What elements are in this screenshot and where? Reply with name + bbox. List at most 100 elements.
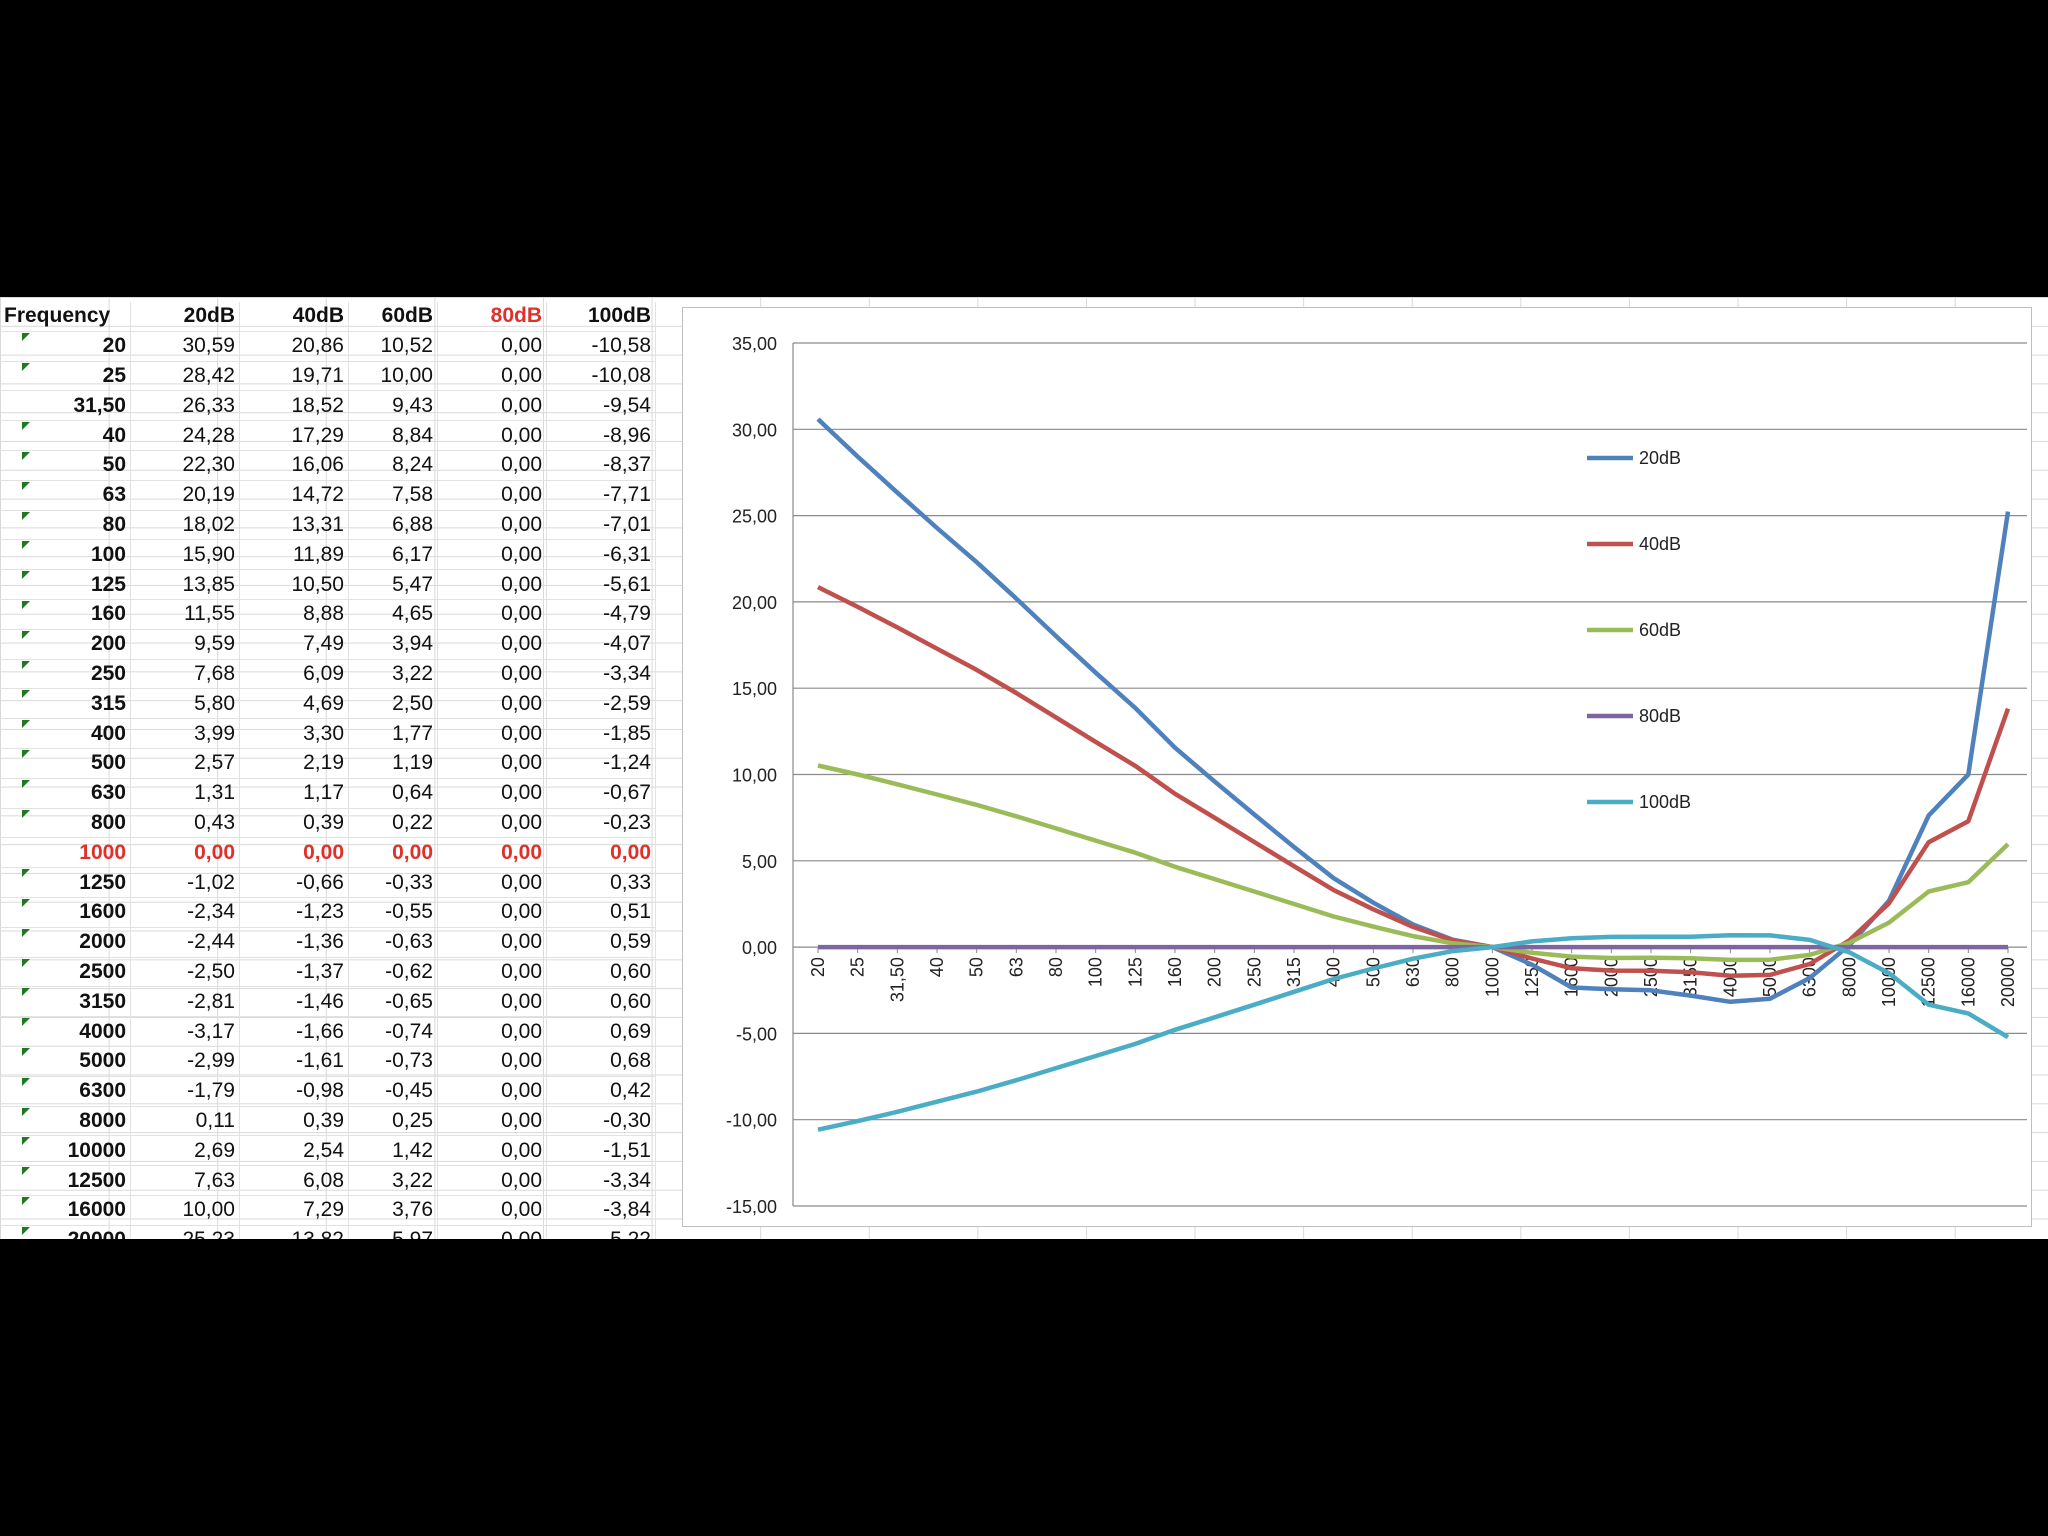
value-cell[interactable]: 0,00 [437, 1225, 547, 1239]
header-40db[interactable]: 40dB [239, 302, 349, 332]
value-cell[interactable]: 1,17 [239, 778, 349, 809]
value-cell[interactable]: 0,00 [546, 837, 656, 869]
value-cell[interactable]: 4,69 [239, 688, 349, 720]
frequency-cell[interactable]: 1600 [0, 897, 131, 928]
value-cell[interactable]: 0,00 [437, 539, 547, 571]
value-cell[interactable]: 18,52 [239, 390, 349, 422]
value-cell[interactable]: 8,84 [348, 420, 438, 451]
value-cell[interactable]: 0,33 [546, 867, 656, 898]
value-cell[interactable]: -10,58 [546, 331, 656, 362]
value-cell[interactable]: -10,08 [546, 361, 656, 392]
value-cell[interactable]: 0,00 [437, 569, 547, 600]
value-cell[interactable]: 4,65 [348, 599, 438, 630]
value-cell[interactable]: -3,17 [130, 1016, 240, 1047]
frequency-cell[interactable]: 20000 [0, 1225, 131, 1239]
value-cell[interactable]: 14,72 [239, 480, 349, 511]
value-cell[interactable]: 0,00 [437, 629, 547, 660]
value-cell[interactable]: 0,00 [437, 837, 547, 869]
frequency-cell[interactable]: 2500 [0, 957, 131, 988]
value-cell[interactable]: 0,39 [239, 1106, 349, 1137]
value-cell[interactable]: 0,25 [348, 1106, 438, 1137]
value-cell[interactable]: -7,71 [546, 480, 656, 511]
value-cell[interactable]: 10,50 [239, 569, 349, 600]
value-cell[interactable]: -0,98 [239, 1076, 349, 1107]
value-cell[interactable]: -2,44 [130, 927, 240, 958]
value-cell[interactable]: 0,00 [437, 420, 547, 451]
frequency-cell[interactable]: 3150 [0, 986, 131, 1018]
value-cell[interactable]: -2,59 [546, 688, 656, 720]
value-cell[interactable]: 7,58 [348, 480, 438, 511]
value-cell[interactable]: 5,47 [348, 569, 438, 600]
frequency-cell[interactable]: 1250 [0, 867, 131, 898]
chart-container[interactable]: 35,00 30,00 25,00 20,00 15,00 10,00 5,00 0,00 -5… [682, 307, 2032, 1227]
value-cell[interactable]: 2,19 [239, 748, 349, 779]
value-cell[interactable]: -0,23 [546, 808, 656, 839]
frequency-cell[interactable]: 80 [0, 510, 131, 541]
value-cell[interactable]: 0,00 [437, 510, 547, 541]
value-cell[interactable]: 0,22 [348, 808, 438, 839]
value-cell[interactable]: 6,08 [239, 1165, 349, 1196]
value-cell[interactable]: 18,02 [130, 510, 240, 541]
value-cell[interactable]: 9,59 [130, 629, 240, 660]
value-cell[interactable]: 0,00 [437, 480, 547, 511]
value-cell[interactable]: 1,31 [130, 778, 240, 809]
frequency-cell[interactable]: 20 [0, 331, 131, 362]
value-cell[interactable]: -2,34 [130, 897, 240, 928]
value-cell[interactable]: 0,00 [437, 1046, 547, 1077]
value-cell[interactable]: -5,61 [546, 569, 656, 600]
value-cell[interactable]: 0,00 [437, 1195, 547, 1226]
value-cell[interactable]: 20,86 [239, 331, 349, 362]
value-cell[interactable]: 0,60 [546, 986, 656, 1018]
frequency-cell[interactable]: 25 [0, 361, 131, 392]
frequency-cell[interactable]: 50 [0, 450, 131, 481]
value-cell[interactable]: 0,59 [546, 927, 656, 958]
value-cell[interactable]: 0,11 [130, 1106, 240, 1137]
value-cell[interactable]: 0,00 [437, 450, 547, 481]
value-cell[interactable]: 3,94 [348, 629, 438, 660]
frequency-cell[interactable]: 1000 [0, 837, 131, 869]
value-cell[interactable]: -3,34 [546, 659, 656, 690]
value-cell[interactable]: 2,57 [130, 748, 240, 779]
frequency-cell[interactable]: 10000 [0, 1135, 131, 1167]
value-cell[interactable]: 0,60 [546, 957, 656, 988]
frequency-cell[interactable]: 2000 [0, 927, 131, 958]
value-cell[interactable]: 8,24 [348, 450, 438, 481]
value-cell[interactable]: 0,00 [437, 1135, 547, 1167]
value-cell[interactable]: 0,00 [239, 837, 349, 869]
value-cell[interactable]: -0,63 [348, 927, 438, 958]
value-cell[interactable]: 5,97 [348, 1225, 438, 1239]
value-cell[interactable]: 0,00 [437, 688, 547, 720]
value-cell[interactable]: 0,64 [348, 778, 438, 809]
frequency-cell[interactable]: 315 [0, 688, 131, 720]
value-cell[interactable]: 0,00 [348, 837, 438, 869]
value-cell[interactable]: 24,28 [130, 420, 240, 451]
header-frequency[interactable]: Frequency [0, 302, 131, 332]
value-cell[interactable]: -9,54 [546, 390, 656, 422]
value-cell[interactable]: -6,31 [546, 539, 656, 571]
value-cell[interactable]: 20,19 [130, 480, 240, 511]
value-cell[interactable]: -1,23 [239, 897, 349, 928]
header-60db[interactable]: 60dB [348, 302, 438, 332]
value-cell[interactable]: -0,74 [348, 1016, 438, 1047]
value-cell[interactable]: -1,37 [239, 957, 349, 988]
value-cell[interactable]: 3,22 [348, 659, 438, 690]
value-cell[interactable]: -4,79 [546, 599, 656, 630]
value-cell[interactable]: 13,85 [130, 569, 240, 600]
frequency-cell[interactable]: 40 [0, 420, 131, 451]
value-cell[interactable]: -0,65 [348, 986, 438, 1018]
value-cell[interactable]: -1,51 [546, 1135, 656, 1167]
value-cell[interactable]: 2,54 [239, 1135, 349, 1167]
value-cell[interactable]: -8,37 [546, 450, 656, 481]
frequency-cell[interactable]: 800 [0, 808, 131, 839]
value-cell[interactable]: 0,00 [437, 808, 547, 839]
frequency-cell[interactable]: 160 [0, 599, 131, 630]
value-cell[interactable]: -1,24 [546, 748, 656, 779]
frequency-cell[interactable]: 125 [0, 569, 131, 600]
value-cell[interactable]: 7,63 [130, 1165, 240, 1196]
value-cell[interactable]: 26,33 [130, 390, 240, 422]
frequency-cell[interactable]: 400 [0, 718, 131, 749]
value-cell[interactable]: -0,67 [546, 778, 656, 809]
value-cell[interactable]: 1,19 [348, 748, 438, 779]
value-cell[interactable]: 3,30 [239, 718, 349, 749]
value-cell[interactable]: -8,96 [546, 420, 656, 451]
